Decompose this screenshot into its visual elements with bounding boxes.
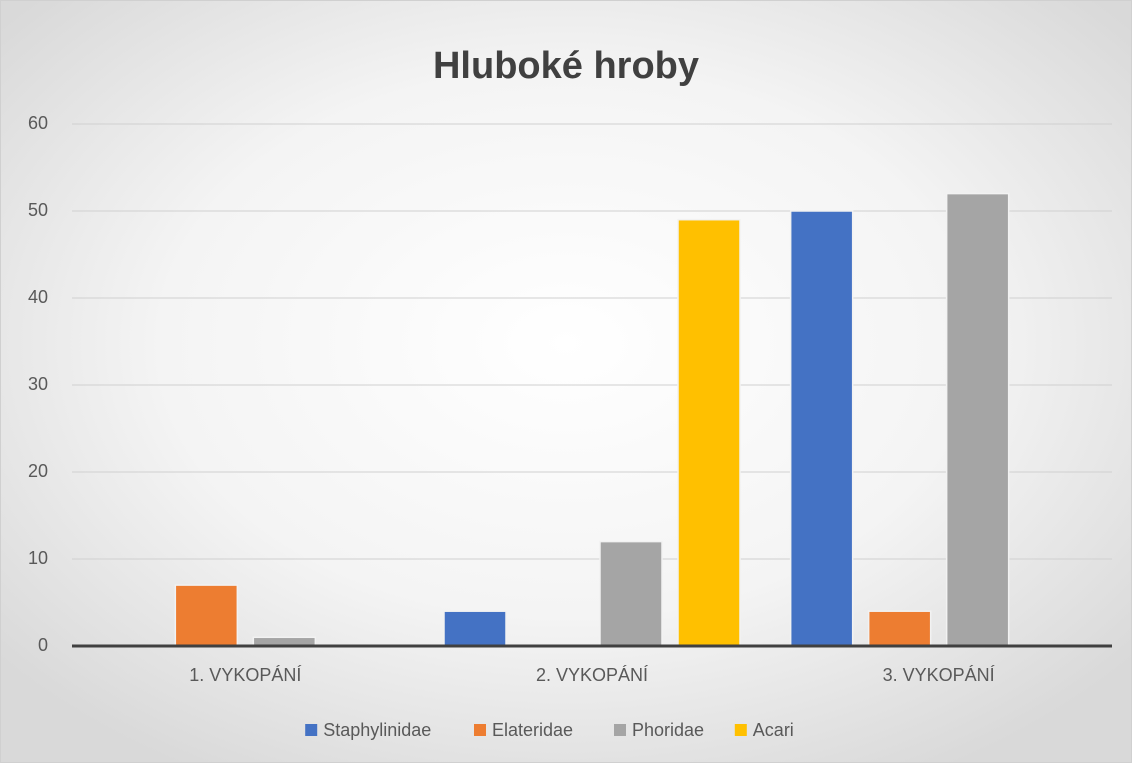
y-tick-label: 40 xyxy=(28,287,48,307)
legend-swatch xyxy=(614,724,626,736)
bar xyxy=(677,218,741,647)
legend-swatch xyxy=(305,724,318,736)
bar xyxy=(174,584,239,647)
bar xyxy=(945,192,1010,647)
y-tick-label: 0 xyxy=(38,635,48,655)
y-tick-label: 50 xyxy=(28,200,48,220)
bar xyxy=(443,610,507,647)
bar xyxy=(599,540,663,647)
x-tick-label: 1. VYKOPÁNÍ xyxy=(189,665,301,685)
legend-swatch xyxy=(474,724,486,736)
y-tick-label: 60 xyxy=(28,113,48,133)
chart-title: Hluboké hroby xyxy=(433,45,699,87)
y-tick-label: 20 xyxy=(28,461,48,481)
x-tick-label: 2. VYKOPÁNÍ xyxy=(536,665,648,685)
legend-label: Acari xyxy=(753,720,794,740)
bar xyxy=(867,610,932,647)
legend-label: Staphylinidae xyxy=(323,720,431,740)
y-tick-label: 10 xyxy=(28,548,48,568)
x-tick-label: 3. VYKOPÁNÍ xyxy=(883,665,995,685)
bar xyxy=(789,210,854,647)
legend-label: Phoridae xyxy=(632,720,704,740)
y-tick-label: 30 xyxy=(28,374,48,394)
legend-swatch xyxy=(734,724,747,736)
legend-label: Elateridae xyxy=(492,720,573,740)
